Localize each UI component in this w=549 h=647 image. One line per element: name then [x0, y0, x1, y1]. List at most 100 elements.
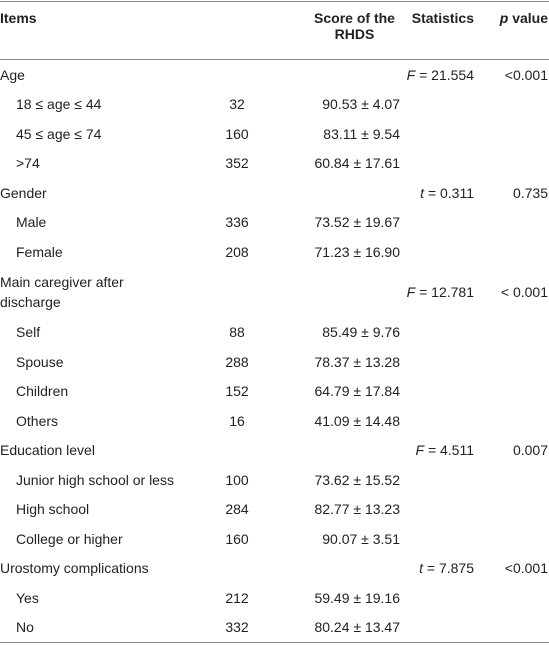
stat-value: = 0.311	[427, 184, 474, 201]
statistic	[405, 612, 478, 643]
statistic: t = 0.311	[405, 178, 478, 208]
stat-value: = 4.511	[427, 442, 474, 459]
stat-symbol: F	[406, 284, 416, 300]
stat-symbol: F	[406, 66, 416, 83]
statistic	[405, 495, 478, 525]
sub-row: Others 16 41.09 ± 14.48	[0, 406, 549, 436]
n-cell: 160	[225, 530, 249, 547]
group-row: Main caregiver after discharge F = 12.781…	[0, 267, 549, 318]
sub-row: Male 336 73.52 ± 19.67	[0, 208, 549, 238]
sub-label: Yes	[16, 589, 39, 606]
group-label: Age	[0, 66, 25, 83]
statistic	[405, 465, 478, 495]
sub-label: >74	[16, 155, 40, 172]
n-cell: 160	[225, 125, 249, 142]
statistic	[405, 119, 478, 149]
score-cell: 59.49 ± 19.16	[314, 589, 400, 606]
n-cell: 152	[225, 383, 249, 400]
sub-label: No	[0, 612, 210, 643]
p-value: <0.001	[504, 560, 548, 577]
sub-row: Junior high school or less 100 73.62 ± 15.…	[0, 465, 549, 495]
statistic	[405, 377, 478, 407]
score-cell: 64.79 ± 17.84	[314, 383, 400, 400]
score-cell: 85.49 ± 9.76	[322, 324, 400, 341]
statistic	[405, 237, 478, 267]
n-cell	[210, 554, 264, 584]
sub-label: Self	[16, 324, 41, 341]
stat-value: = 21.554	[419, 66, 474, 83]
sub-row: Spouse 288 78.37 ± 13.28	[0, 347, 549, 377]
group-row: Age F = 21.554 <0.001	[0, 60, 549, 90]
p-value: 0.007	[512, 442, 548, 459]
p-value	[478, 495, 549, 525]
p-value: 0.735	[512, 184, 548, 201]
stat-value: = 12.781	[419, 284, 474, 300]
n-cell	[210, 60, 264, 90]
p-value	[478, 612, 549, 643]
sub-label: 18 ≤ age ≤ 44	[16, 96, 102, 113]
n-cell: 88	[229, 324, 245, 341]
score-cell: 73.62 ± 15.52	[314, 471, 400, 488]
header-score: Score of the RHDS	[264, 1, 405, 60]
sub-row: 45 ≤ age ≤ 74 160 83.11 ± 9.54	[0, 119, 549, 149]
p-value	[478, 208, 549, 238]
n-cell: 332	[210, 612, 264, 643]
statistic: F = 4.511	[405, 436, 478, 466]
score-cell: 80.24 ± 13.47	[264, 612, 405, 643]
group-label: Education level	[0, 442, 95, 459]
statistic	[405, 149, 478, 179]
group-label: Main caregiver after discharge	[0, 274, 124, 310]
sub-label: Junior high school or less	[16, 471, 174, 488]
statistic: t = 7.875	[405, 554, 478, 584]
statistic	[405, 208, 478, 238]
sub-row: 18 ≤ age ≤ 44 32 90.53 ± 4.07	[0, 90, 549, 120]
sub-row: College or higher 160 90.07 ± 3.51	[0, 524, 549, 554]
sub-label: Children	[16, 383, 69, 400]
p-value	[478, 90, 549, 120]
p-value	[478, 149, 549, 179]
statistic	[405, 318, 478, 348]
n-cell: 284	[225, 501, 249, 518]
group-row: Education level F = 4.511 0.007	[0, 436, 549, 466]
p-rest: value	[512, 10, 548, 26]
statistic: F = 21.554	[405, 60, 478, 90]
header-items: Items	[0, 1, 210, 60]
stat-symbol: t	[419, 560, 423, 577]
p-value: <0.001	[504, 66, 548, 83]
sub-row: No 332 80.24 ± 13.47	[0, 612, 549, 643]
n-cell: 288	[225, 353, 249, 370]
sub-label: High school	[16, 501, 90, 518]
score-cell: 83.11 ± 9.54	[323, 125, 400, 142]
group-row: Gender t = 0.311 0.735	[0, 178, 549, 208]
score-cell	[264, 60, 405, 90]
p-symbol: p	[499, 10, 509, 26]
score-cell	[264, 436, 405, 466]
header-statistics: Statistics	[405, 1, 478, 60]
sub-label: Spouse	[16, 353, 64, 370]
sub-row: Self 88 85.49 ± 9.76	[0, 318, 549, 348]
p-value	[478, 583, 549, 613]
group-label: Urostomy complications	[0, 560, 149, 577]
score-cell: 73.52 ± 19.67	[314, 214, 400, 231]
sub-row: Children 152 64.79 ± 17.84	[0, 377, 549, 407]
sub-label: Male	[16, 214, 47, 231]
sub-label: Female	[16, 243, 63, 260]
sub-row: High school 284 82.77 ± 13.23	[0, 495, 549, 525]
n-cell	[210, 436, 264, 466]
sub-label: 45 ≤ age ≤ 74	[16, 125, 102, 142]
header-row: Items Score of the RHDS Statistics p val…	[0, 1, 549, 60]
score-cell	[264, 267, 405, 318]
statistic	[405, 524, 478, 554]
n-cell: 100	[225, 471, 249, 488]
group-label: Gender	[0, 184, 47, 201]
p-value	[478, 524, 549, 554]
n-cell	[210, 178, 264, 208]
n-cell: 212	[225, 589, 249, 606]
p-value	[478, 406, 549, 436]
p-value	[478, 465, 549, 495]
sub-row: >74 352 60.84 ± 17.61	[0, 149, 549, 179]
score-cell: 82.77 ± 13.23	[314, 501, 400, 518]
n-cell	[210, 267, 264, 318]
table-header: Items Score of the RHDS Statistics p val…	[0, 1, 549, 60]
